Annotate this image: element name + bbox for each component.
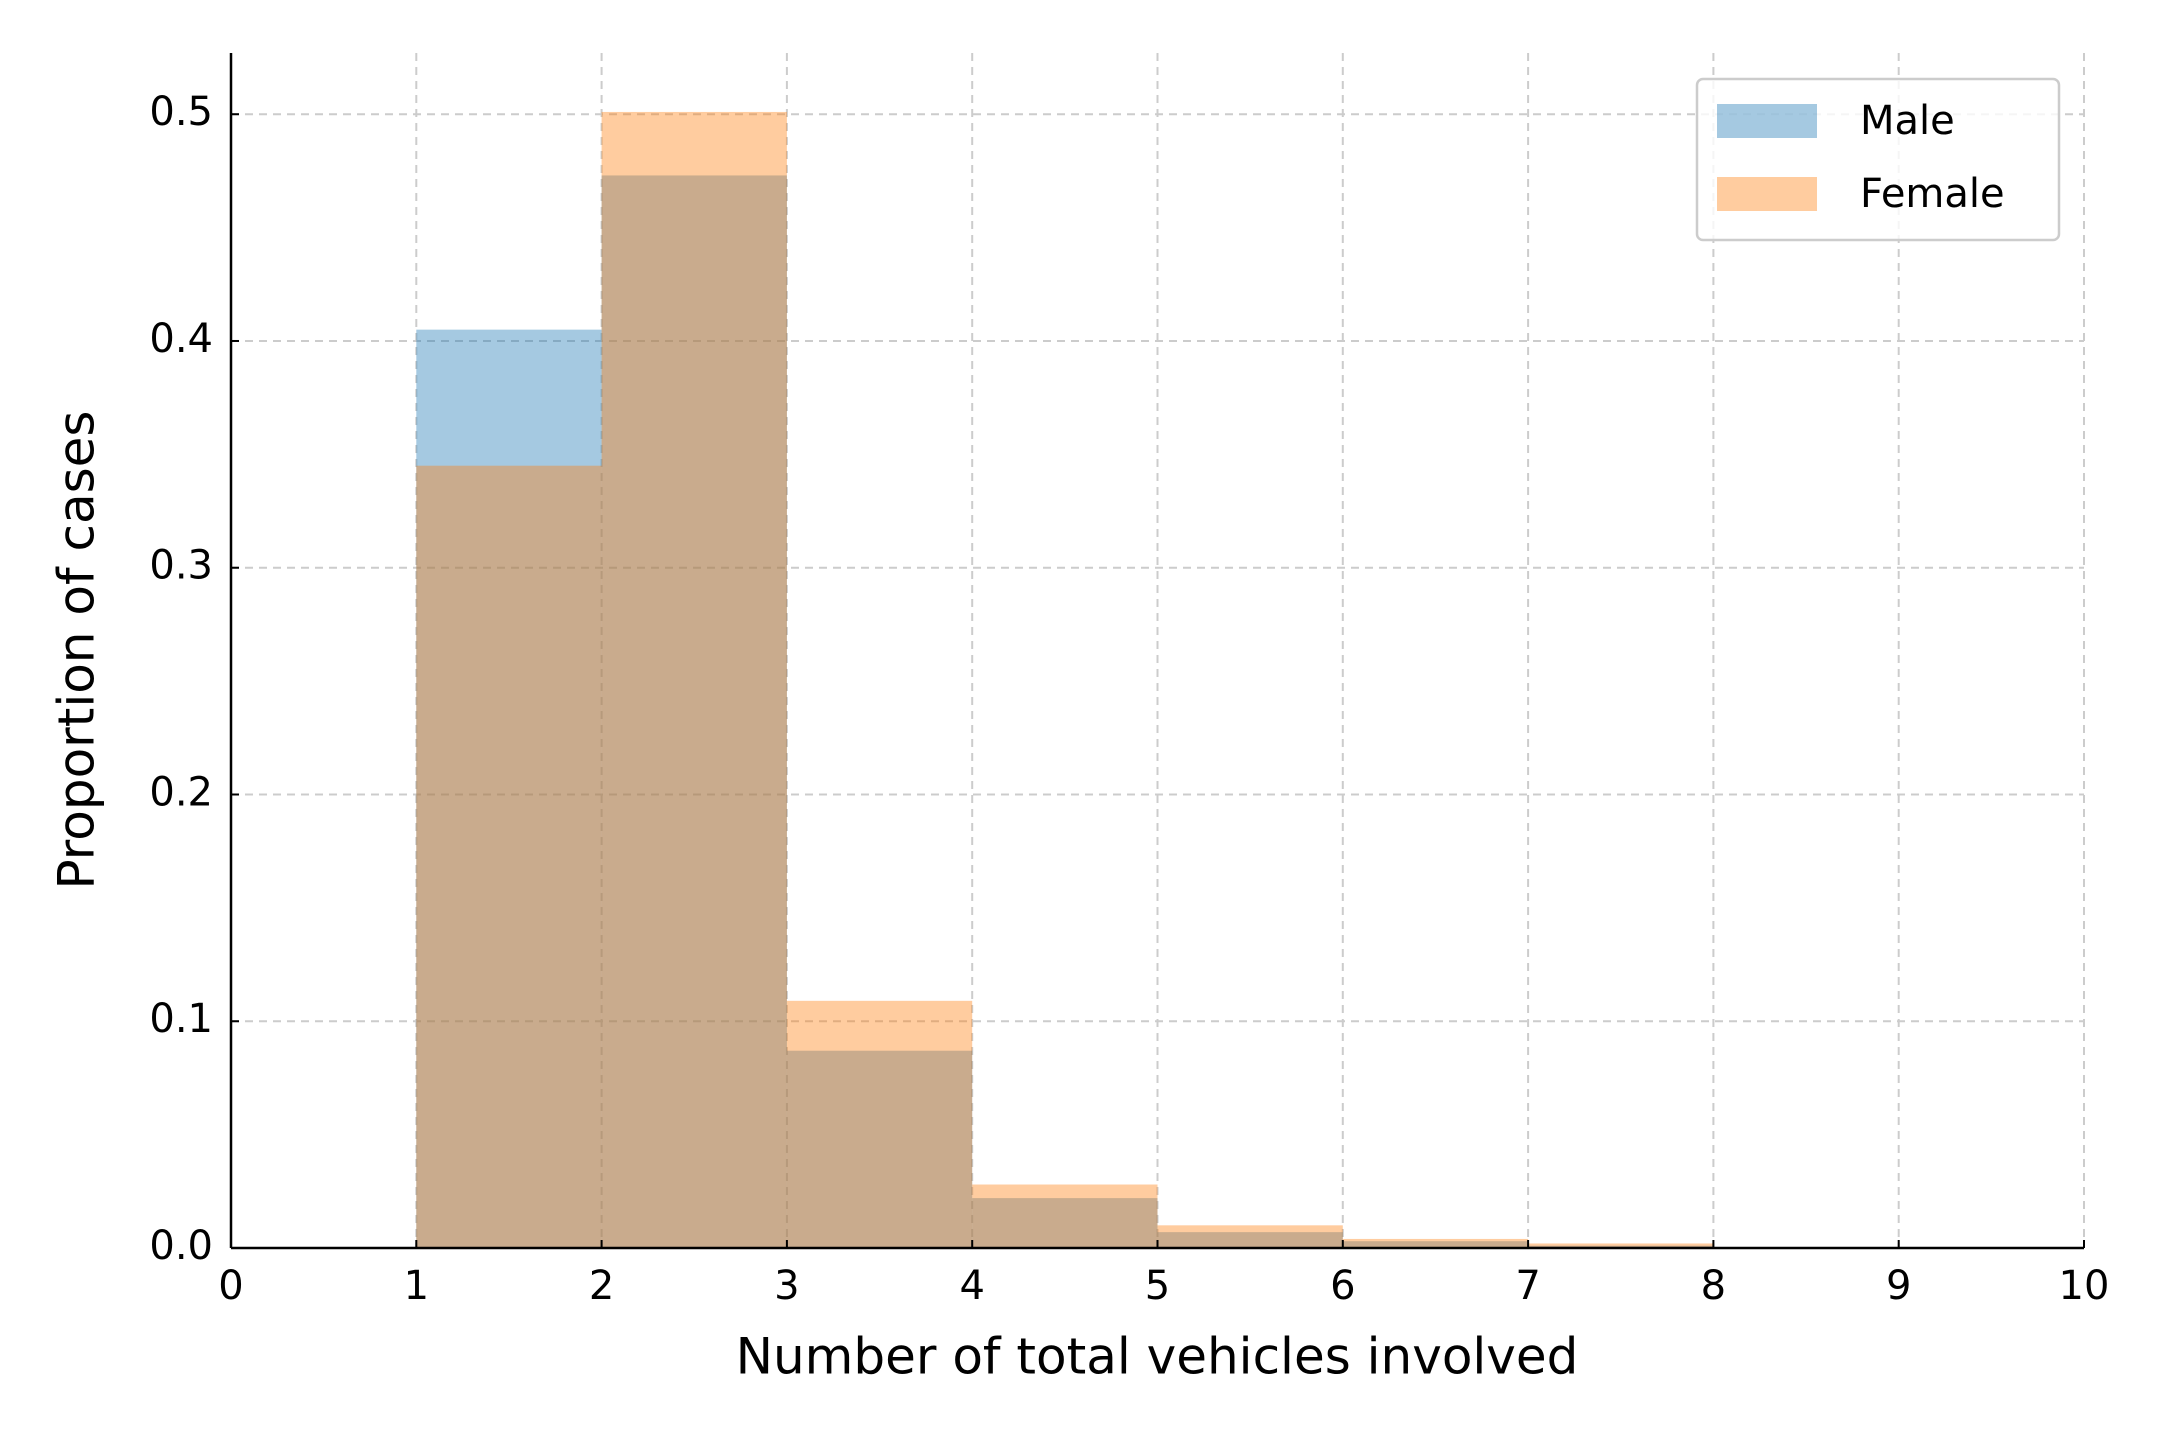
bars [416, 111, 1714, 1249]
histogram-bar [1342, 1238, 1529, 1248]
y-tick-label: 0.2 [149, 769, 213, 815]
legend-label: Male [1860, 98, 1955, 144]
histogram-bar [1157, 1232, 1343, 1248]
x-tick-label: 7 [1515, 1263, 1540, 1309]
histogram-bar [1157, 1225, 1343, 1248]
x-tick-label: 5 [1145, 1263, 1170, 1309]
legend-label: Female [1860, 171, 2005, 217]
x-tick-label: 2 [589, 1263, 614, 1309]
histogram-bar [786, 1050, 973, 1248]
grid [230, 53, 2085, 1249]
histogram-bar [972, 1184, 1158, 1248]
y-tick-label: 0.4 [149, 316, 213, 362]
x-tick-label: 10 [2059, 1263, 2110, 1309]
x-tick-label: 6 [1330, 1263, 1355, 1309]
legend: Male Female [1695, 77, 2061, 242]
histogram-bar [972, 1198, 1158, 1248]
x-tick-label: 3 [774, 1263, 799, 1309]
x-tick-label: 9 [1886, 1263, 1911, 1309]
y-axis-label: Proportion of cases [48, 411, 106, 890]
x-tick-label: 1 [404, 1263, 429, 1309]
legend-frame [1695, 77, 2061, 242]
x-axis-label: Number of total vehicles involved [736, 1328, 1579, 1386]
histogram-bar [786, 1000, 973, 1248]
legend-swatch [1717, 177, 1817, 211]
histogram-bar [1342, 1241, 1529, 1248]
histogram-bar [416, 329, 602, 1248]
y-tick-label: 0.3 [149, 543, 213, 589]
y-tick-label: 0.5 [149, 89, 213, 135]
histogram-bar [601, 175, 787, 1249]
histogram-bar [416, 465, 602, 1249]
y-tick-label: 0.1 [149, 996, 213, 1042]
histogram-bar [1528, 1243, 1714, 1248]
axes: 0.0 0.1 0.2 0.3 0.4 0.5 0 1 2 3 4 5 6 7 8 9 10 [149, 53, 2109, 1309]
histogram-bar [601, 111, 787, 1249]
legend-swatch [1717, 104, 1817, 138]
x-tick-label: 8 [1701, 1263, 1726, 1309]
y-tick-label: 0.0 [149, 1223, 213, 1269]
x-tick-label: 0 [218, 1263, 243, 1309]
x-tick-label: 4 [959, 1263, 984, 1309]
